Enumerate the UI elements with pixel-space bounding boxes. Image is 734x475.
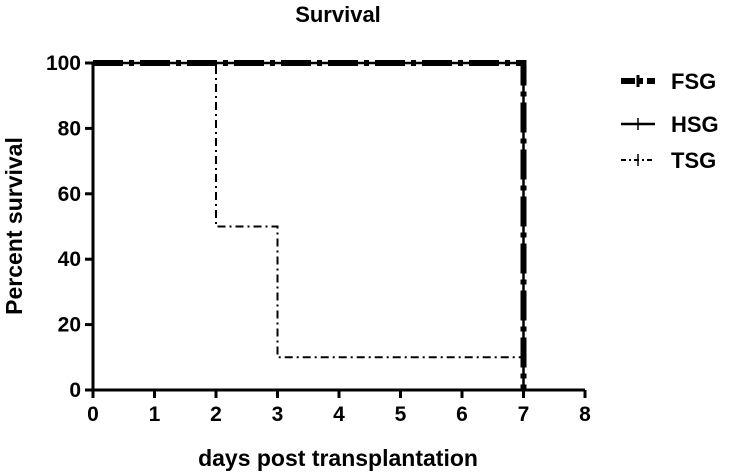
y-tick-label: 100 [46,52,81,75]
y-tick-label: 0 [69,379,81,402]
legend-label-hsg: HSG [671,112,719,137]
legend-label-fsg: FSG [671,69,716,94]
y-tick-label: 40 [58,248,81,271]
y-tick-label: 60 [58,183,81,206]
x-tick-label: 7 [518,403,530,426]
x-axis-label: days post transplantation [198,445,478,471]
series-layer [93,60,527,390]
legend: FSG HSG TSG [621,69,719,173]
x-tick-label: 5 [395,403,407,426]
x-tick-label: 3 [272,403,284,426]
x-tick-label: 2 [210,403,222,426]
y-tick-label: 20 [58,314,81,337]
x-tick-label: 6 [456,403,468,426]
x-tick-label: 0 [87,403,99,426]
x-tick-label: 1 [149,403,161,426]
y-axis-label: Percent survival [1,137,27,315]
series-line-fsg [93,60,527,390]
series-line-hsg [93,61,525,390]
chart-title: Survival [295,2,381,27]
y-tick-label: 80 [58,117,81,140]
series-line-tsg [93,62,525,390]
legend-label-tsg: TSG [671,148,716,173]
x-tick-label: 4 [333,403,345,426]
x-tick-label: 8 [579,403,591,426]
